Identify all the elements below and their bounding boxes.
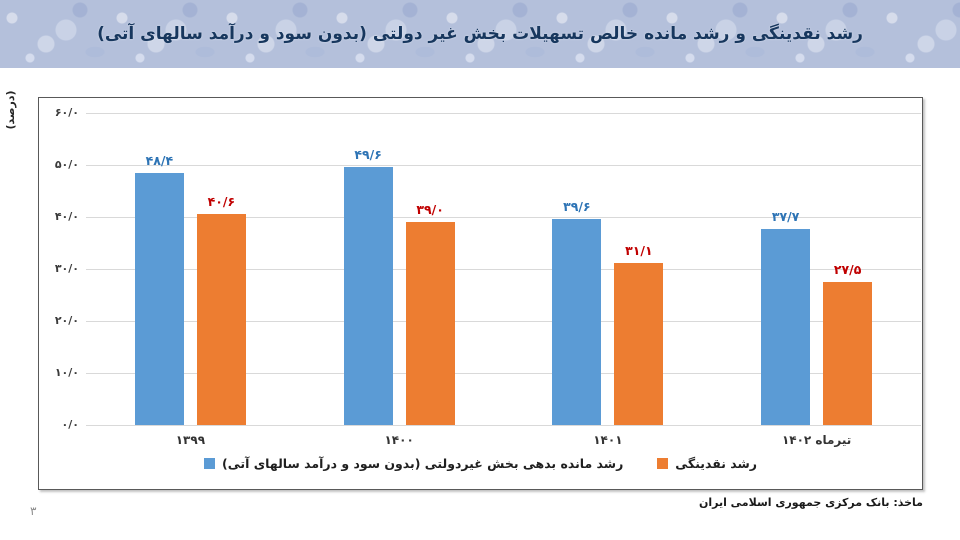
bar-blue-group-3 — [552, 219, 602, 425]
gridline — [86, 217, 921, 218]
legend-swatch-icon — [204, 458, 216, 469]
bar-value-label: ۴۸/۴ — [145, 153, 174, 169]
page-number: ۳ — [30, 504, 37, 518]
y-tick-label: ۰/۰ — [61, 418, 79, 431]
y-tick-label: ۵۰/۰ — [54, 158, 79, 171]
bar-value-label: ۳۹/۶ — [563, 199, 591, 215]
y-tick-label: ۲۰/۰ — [54, 314, 79, 327]
x-category-label: ۱۴۰۱ — [593, 433, 623, 447]
y-tick-label: ۴۰/۰ — [54, 210, 79, 223]
y-tick-label: ۱۰/۰ — [54, 366, 79, 379]
bar-orange-group-4 — [823, 282, 873, 425]
bar-orange-group-2 — [405, 222, 455, 425]
x-category-label: ۱۳۹۹ — [175, 433, 206, 447]
slide-title: رشد نقدینگی و رشد مانده خالص تسهیلات بخش… — [97, 24, 863, 44]
legend-label: رشد مانده بدهی بخش غیردولتی (بدون سود و … — [222, 456, 624, 471]
y-tick-label: ۶۰/۰ — [54, 106, 79, 119]
gridline — [86, 165, 921, 166]
header-banner: رشد نقدینگی و رشد مانده خالص تسهیلات بخش… — [0, 0, 960, 68]
bar-orange-group-1 — [196, 213, 246, 425]
gridline — [86, 321, 921, 322]
legend-item-blue-series: رشد مانده بدهی بخش غیردولتی (بدون سود و … — [204, 456, 623, 471]
bar-blue-group-1 — [134, 173, 184, 425]
gridline — [86, 269, 921, 270]
gridline — [86, 373, 921, 374]
y-axis-title: (درصد) — [4, 90, 17, 130]
legend: رشد مانده بدهی بخش غیردولتی (بدون سود و … — [39, 456, 922, 471]
gridline — [86, 113, 921, 114]
legend-swatch-icon — [657, 458, 669, 469]
bar-orange-group-3 — [614, 263, 664, 425]
legend-item-orange-series: رشد نقدینگی — [657, 456, 757, 471]
bar-value-label: ۳۹/۰ — [416, 202, 444, 218]
bar-blue-group-4 — [761, 228, 811, 425]
x-category-label: ۱۴۰۰ — [384, 433, 414, 447]
source-note: ماخذ: بانک مرکزی جمهوری اسلامی ایران — [698, 496, 923, 509]
bar-value-label: ۳۷/۷ — [771, 208, 800, 224]
legend-label: رشد نقدینگی — [675, 456, 757, 471]
plot-area: ۴۸/۴ ۴۹/۶ ۳۹/۶ ۳۷/۷ ۴۰/۶ ۳۹/۰ ۳۱/۱ ۲۷/۵ — [86, 113, 921, 426]
bar-value-label: ۴۰/۶ — [207, 193, 236, 209]
bar-blue-group-2 — [343, 167, 393, 425]
x-category-label: تیرماه ۱۴۰۲ — [781, 433, 852, 447]
y-tick-label: ۳۰/۰ — [54, 262, 79, 275]
bar-value-label: ۳۱/۱ — [625, 243, 653, 259]
bar-value-label: ۲۷/۵ — [833, 262, 862, 277]
chart-container: ۴۸/۴ ۴۹/۶ ۳۹/۶ ۳۷/۷ ۴۰/۶ ۳۹/۰ ۳۱/۱ ۲۷/۵ ۶۰/۰ ۵۰/… — [38, 97, 923, 490]
gridline — [86, 425, 921, 426]
bar-value-label: ۴۹/۶ — [354, 147, 382, 163]
